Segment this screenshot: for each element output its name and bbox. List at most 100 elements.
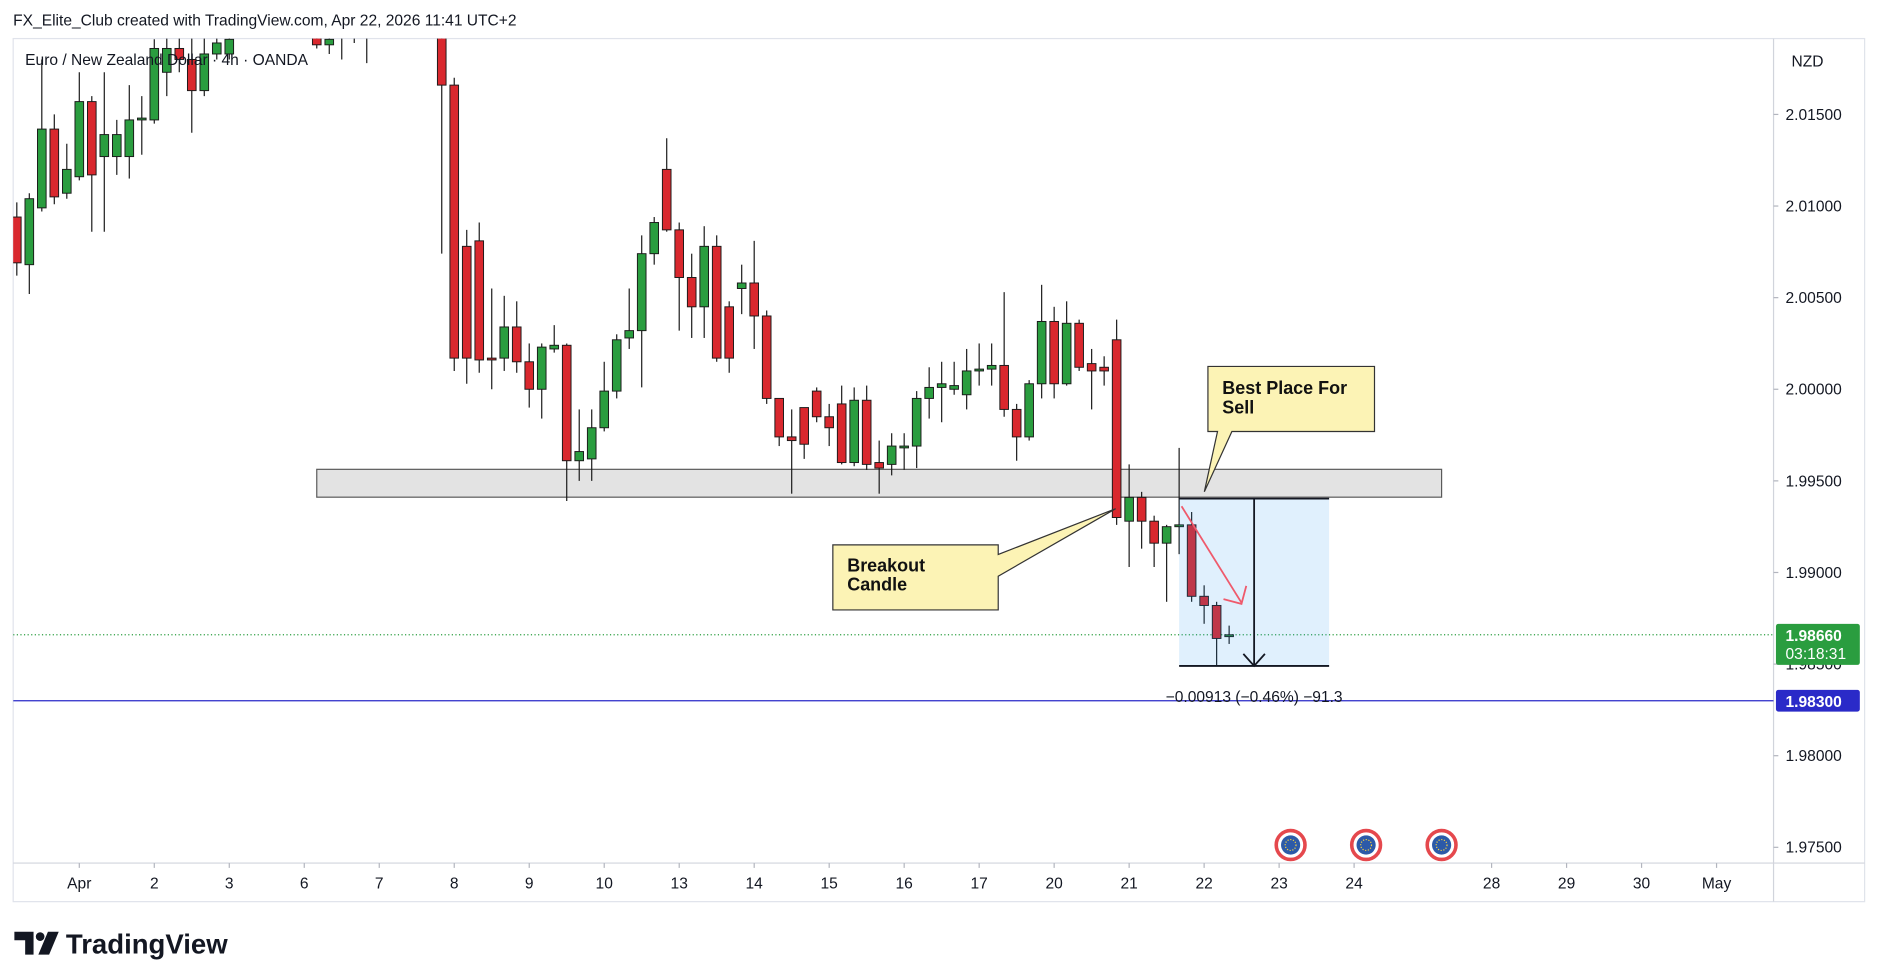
y-tick-label: 2.01000 (1786, 198, 1843, 215)
candle-body (324, 38, 335, 46)
event-icons (1274, 828, 1458, 862)
y-tick-label: 1.98000 (1786, 748, 1843, 765)
drawn-arrow (1180, 505, 1248, 606)
candle-body (999, 364, 1009, 410)
y-tick-label: 1.97500 (1786, 840, 1843, 857)
candle-body (436, 38, 447, 86)
candle-body (811, 390, 822, 418)
position-label: −0.00913 (−0.46%) −91.3 (1166, 689, 1343, 706)
candle-body (649, 222, 660, 255)
currency-label: NZD (1792, 53, 1824, 70)
price-line-label: 1.98300 (1786, 694, 1843, 711)
candle-body (1174, 524, 1184, 528)
candle-body (786, 436, 797, 442)
candle-body (186, 58, 197, 92)
candle-body (1211, 604, 1222, 639)
x-tick-label: May (1702, 875, 1732, 892)
candle-body (174, 47, 185, 60)
candle-body (1086, 363, 1097, 372)
x-tick-label: 6 (300, 875, 309, 892)
candle-body (99, 134, 110, 158)
x-tick-label: 13 (671, 875, 688, 892)
candle-body (549, 344, 560, 350)
candle-body (886, 445, 897, 465)
candle-body (1011, 408, 1022, 438)
candle-body (412, 0, 421, 6)
candle-body (911, 397, 922, 447)
candle-body (1199, 595, 1209, 606)
x-tick-label: 24 (1345, 875, 1363, 892)
candle-body (874, 462, 884, 469)
candle-body (749, 282, 759, 317)
candle-body (1224, 634, 1234, 638)
candle-body (111, 134, 122, 158)
candle-body (536, 346, 547, 390)
header: FX_Elite_Club created with TradingView.c… (13, 12, 516, 29)
candle-body (486, 357, 497, 361)
y-tick-label: 1.99500 (1786, 473, 1843, 490)
x-tick-label: 2 (150, 875, 159, 892)
callout-text: Candle (847, 575, 907, 595)
x-tick-label: 29 (1558, 875, 1575, 892)
x-tick-label: 15 (821, 875, 839, 892)
x-tick-label: 22 (1195, 875, 1212, 892)
candle-body (287, 1, 296, 12)
x-tick-label: 21 (1120, 875, 1137, 892)
x-tick-label: 20 (1045, 875, 1063, 892)
candle-body (986, 364, 997, 370)
candle-body (37, 128, 47, 209)
candle-body (699, 245, 709, 308)
candle-body (711, 245, 722, 359)
overlay: −0.00913 (−0.46%) −91.3 (1166, 497, 1343, 706)
footer-brand: TradingView (66, 928, 228, 959)
candle-body (636, 253, 647, 332)
price-line-tag (1775, 689, 1860, 712)
x-tick-label: 17 (971, 875, 988, 892)
candle-body (224, 38, 235, 55)
candle-body (674, 229, 685, 278)
callout-box (832, 508, 1116, 611)
y-tick-label: 2.00000 (1786, 382, 1843, 399)
candle-body (836, 403, 847, 464)
plot-area (13, 0, 1774, 702)
candle-body (961, 370, 972, 396)
candle-body (1136, 496, 1147, 522)
x-tick-label: 10 (596, 875, 614, 892)
candle-body (686, 277, 697, 308)
x-tick-label: 14 (746, 875, 764, 892)
callout-text: Best Place For (1222, 378, 1347, 398)
callout-text: Breakout (847, 555, 925, 575)
x-tick-label: 16 (896, 875, 913, 892)
candle-body (1186, 524, 1197, 597)
candle-body (1099, 366, 1109, 372)
candle-body (799, 407, 809, 445)
candle-body (736, 282, 747, 289)
x-tick-label: 30 (1633, 875, 1651, 892)
candle-body (1036, 320, 1047, 385)
x-tick-label: 23 (1270, 875, 1287, 892)
y-tick-label: 1.99000 (1786, 565, 1843, 582)
x-tick-label: 3 (225, 875, 234, 892)
candle-body (74, 101, 85, 178)
candle-body (761, 315, 772, 399)
candle-body (574, 451, 585, 462)
x-tick-label: 9 (525, 875, 534, 892)
candle-body (936, 383, 947, 388)
candle-body (474, 240, 485, 361)
y-tick-label: 2.00500 (1786, 290, 1843, 307)
x-tick-label: 28 (1483, 875, 1500, 892)
candle-body (1149, 520, 1159, 544)
candle-body (824, 416, 834, 429)
candle-body (13, 216, 22, 264)
last-price-tag (1775, 623, 1860, 665)
candle-body (1061, 322, 1072, 385)
candle-body (136, 117, 147, 121)
symbol-label: Euro / New Zealand Dollar · 4h · OANDA (25, 52, 308, 69)
candle-body (62, 168, 72, 194)
callout-text: Sell (1222, 397, 1254, 417)
candle-body (1049, 320, 1059, 385)
candle-body (974, 368, 984, 372)
x-tick-label: 8 (450, 875, 459, 892)
candle-body (1074, 322, 1084, 368)
